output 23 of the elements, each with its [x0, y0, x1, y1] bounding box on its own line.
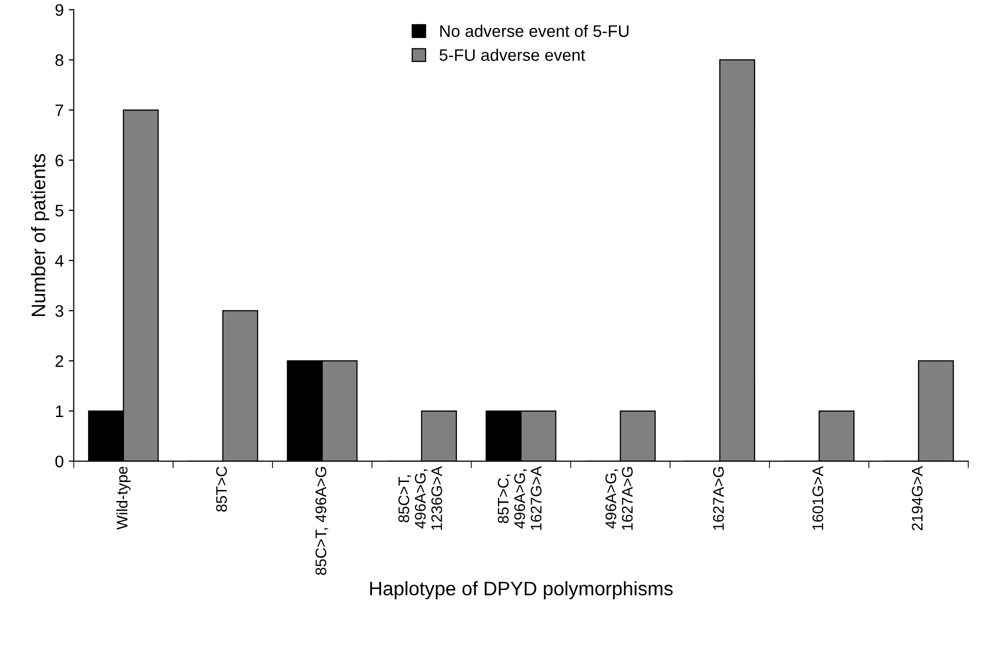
y-tick-label: 2	[56, 355, 64, 367]
x-tick-label: 85T>C, 496A>G, 1627G>A	[498, 466, 542, 530]
y-tick-label: 4	[55, 255, 64, 267]
legend-label: No adverse event of 5-FU	[440, 24, 628, 38]
y-tick-label: 0	[55, 456, 64, 468]
x-tick-label: 85T>C	[216, 466, 227, 512]
x-tick-label: 85C>T, 496A>G, 1236G>A	[398, 466, 442, 530]
legend-label: 5-FU adverse event	[440, 48, 586, 61]
y-tick-label: 9	[56, 4, 64, 16]
x-tick-label: 1627A>G	[713, 467, 724, 530]
y-tick-label: 3	[55, 305, 64, 317]
y-tick-label: 6	[56, 154, 64, 166]
x-tick-label: 2194G>A	[912, 466, 923, 530]
x-tick-label: 85C>T, 496A>G	[315, 467, 328, 575]
x-tick-label: 496A>G, 1627A>G	[605, 467, 633, 530]
y-tick-label: 8	[55, 54, 64, 66]
y-axis-title: Number of patients	[31, 154, 50, 316]
y-tick-label: 1	[56, 406, 64, 418]
x-tick-label: 1601G>A	[812, 466, 824, 530]
y-tick-label: 7	[56, 104, 64, 116]
x-tick-label: Wild-type	[116, 466, 131, 530]
y-tick-label: 5	[55, 204, 64, 217]
x-axis-title: Haplotype of DPYD polymorphisms	[370, 581, 673, 600]
